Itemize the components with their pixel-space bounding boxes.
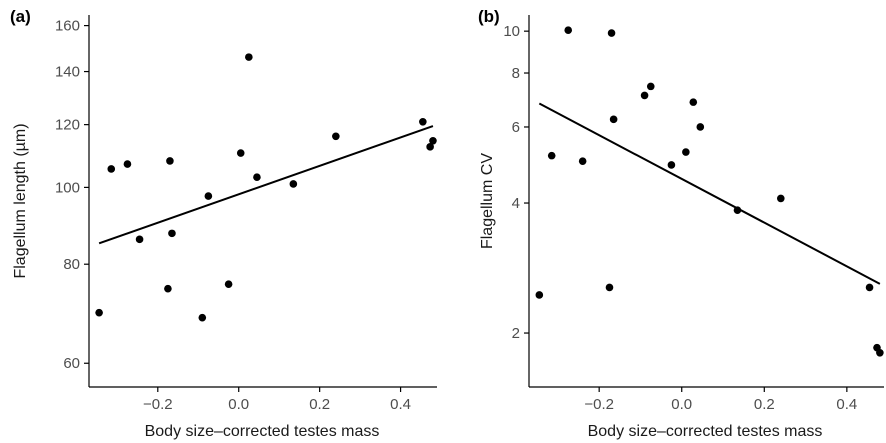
data-point (865, 283, 874, 292)
data-point (224, 280, 233, 288)
y-tick-label: 4 (512, 195, 520, 212)
data-point (876, 349, 884, 357)
x-tick-label: 0.0 (228, 396, 249, 413)
data-point (332, 132, 340, 141)
y-tick-label: 100 (55, 179, 80, 196)
data-point (123, 160, 132, 168)
panel-a-y-title: Flagellum length (µm) (12, 123, 29, 278)
data-point (535, 291, 544, 299)
y-tick-label: 2 (512, 325, 520, 342)
data-point (164, 284, 172, 293)
data-point (607, 29, 616, 37)
data-point (253, 173, 261, 182)
panel-a-fit-line-group (98, 125, 434, 245)
data-point (696, 123, 705, 131)
panel-a-points (95, 53, 437, 322)
panel-b-x-ticks: −0.2 0.0 0.2 0.4 (584, 387, 857, 413)
panel-b-y-ticks: 2 4 6 8 10 (503, 23, 529, 342)
data-point (204, 192, 213, 200)
y-tick-label: 8 (512, 65, 520, 82)
y-tick-label: 60 (63, 355, 80, 372)
panel-a-label: (a) (10, 7, 31, 26)
x-tick-label: −0.2 (143, 396, 173, 413)
y-tick-label: 80 (63, 256, 80, 273)
data-point (733, 206, 742, 214)
data-point (236, 149, 245, 157)
fit-line (538, 102, 881, 285)
panel-b-fit-line-group (538, 102, 881, 285)
data-point (289, 180, 298, 188)
y-tick-label: 6 (512, 119, 520, 136)
panel-b-points (535, 26, 884, 357)
x-tick-label: 0.4 (390, 396, 411, 413)
data-point (689, 98, 698, 106)
data-point (640, 91, 649, 100)
data-point (646, 82, 655, 91)
x-tick-label: 0.2 (754, 396, 775, 413)
data-point (777, 194, 785, 203)
x-tick-label: −0.2 (584, 396, 614, 413)
data-point (578, 157, 587, 165)
data-point (245, 53, 253, 61)
panel-a-y-ticks: 60 80 100 120 140 160 (55, 18, 89, 372)
data-point (667, 161, 676, 169)
data-point (107, 165, 116, 173)
data-point (426, 143, 434, 151)
data-point (166, 157, 174, 165)
data-point (564, 26, 573, 35)
panel-b-y-title: Flagellum CV (479, 153, 496, 249)
panel-a-x-title: Body size–corrected testes mass (145, 423, 380, 440)
data-point (682, 148, 690, 156)
panel-b: (b) 2 4 6 8 10 −0.2 0.0 0.2 0.4 Body size–corre… (478, 7, 884, 440)
data-point (419, 117, 427, 126)
data-point (429, 136, 437, 145)
x-tick-label: 0.0 (671, 396, 692, 413)
data-point (605, 283, 614, 292)
data-point (168, 229, 176, 238)
x-tick-label: 0.2 (309, 396, 330, 413)
y-tick-label: 10 (503, 23, 520, 40)
panel-a: (a) 60 80 100 120 140 160 −0.2 0.0 0.2 0.4 Body … (10, 7, 437, 440)
panel-a-x-ticks: −0.2 0.0 0.2 0.4 (143, 387, 411, 413)
y-tick-label: 140 (55, 64, 80, 81)
x-tick-label: 0.4 (836, 396, 857, 413)
y-tick-label: 120 (55, 117, 80, 134)
data-point (198, 313, 207, 322)
data-point (135, 235, 144, 244)
panel-b-x-title: Body size–corrected testes mass (588, 423, 823, 440)
data-point (95, 308, 103, 317)
fit-line (98, 125, 434, 245)
y-tick-label: 160 (55, 18, 80, 35)
data-point (609, 115, 618, 124)
data-point (547, 151, 556, 160)
panel-b-label: (b) (478, 7, 500, 26)
